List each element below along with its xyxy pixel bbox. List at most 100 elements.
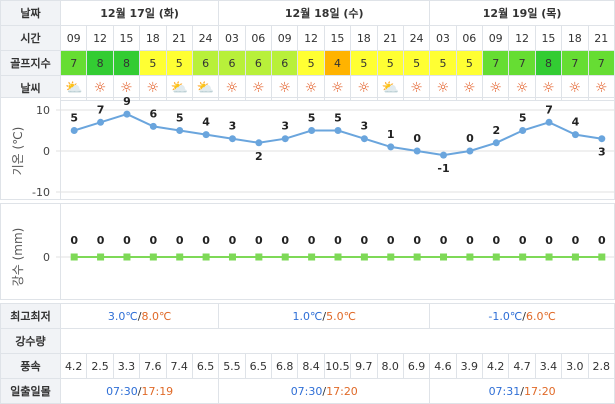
sunset-time: 17:20 (523, 384, 556, 398)
precipitation-point (466, 253, 474, 261)
sun-day-2: 07:30/17:20 (218, 378, 431, 404)
temperature-data-label: 4 (202, 116, 210, 129)
sun-icon: ☼ (357, 80, 371, 96)
wind-cell: 7.6 (139, 353, 167, 379)
precipitation-data-label: 0 (572, 234, 580, 247)
wind-cell: 8.4 (297, 353, 325, 379)
weather-cell: ☼ (297, 75, 325, 101)
weather-cell: ☼ (561, 75, 589, 101)
precipitation-point (334, 253, 342, 261)
min-temp: 3.0℃ (107, 309, 138, 323)
precipitation-data-label: 0 (466, 234, 474, 247)
precipitation-data-label: 0 (255, 234, 263, 247)
minmax-label: 최고최저 (0, 303, 61, 329)
sun-label: 일출일몰 (0, 378, 61, 404)
precipitation-data-label: 0 (70, 234, 78, 247)
date-day-1: 12월 17일 (화) (59, 0, 220, 26)
time-cell: 18 (139, 25, 167, 51)
temperature-point (308, 127, 316, 134)
weather-cell: ☼ (350, 75, 378, 101)
time-cell: 18 (350, 25, 378, 51)
min-temp: 1.0℃ (292, 309, 323, 323)
temperature-data-label: 9 (123, 97, 131, 108)
sunrise-time: 07:31 (488, 384, 521, 398)
weather-label: 날씨 (0, 75, 61, 101)
time-cell: 12 (86, 25, 114, 51)
sunset-time: 17:19 (141, 384, 174, 398)
golf-index-cell: 8 (86, 50, 114, 76)
sun-icon: ☼ (568, 80, 582, 96)
golf-index-cell: 6 (270, 50, 299, 76)
time-cell: 24 (191, 25, 220, 51)
wind-cell: 4.7 (508, 353, 536, 379)
temperature-data-label: 3 (598, 146, 606, 159)
precipitation-point (387, 253, 395, 261)
weather-cell: ☼ (244, 75, 273, 101)
sun-row: 일출일몰 07:30/17:19 07:30/17:20 07:31/17:20 (0, 378, 615, 404)
wind-cell: 3.9 (455, 353, 484, 379)
temperature-data-label: 5 (334, 112, 342, 125)
temperature-point (387, 143, 395, 151)
precipitation-data-label: 0 (97, 234, 105, 247)
sun-icon: ☼ (146, 80, 160, 96)
temperature-data-label: 3 (229, 120, 237, 133)
precipitation-data-label: 0 (281, 234, 289, 247)
golf-index-cell: 6 (218, 50, 246, 76)
temperature-point (334, 127, 342, 134)
precipitation-point (281, 253, 289, 261)
precipitation-point (598, 253, 606, 261)
weather-row: 날씨 ⛅ ☼ ☼ ☼ ⛅ ⛅ ☼ ☼ ☼ ☼ ☼ ☼ ⛅ ☼ ☼ ☼ ☼ ☼ ☼ ☼ ☼ (0, 75, 615, 101)
time-cell: 09 (481, 25, 510, 51)
minmax-day-2: 1.0℃/5.0℃ (218, 303, 431, 329)
temperature-point (440, 151, 448, 159)
sun-icon: ☼ (120, 80, 133, 96)
temperature-point (97, 118, 105, 126)
sun-icon: ☼ (594, 80, 608, 96)
wind-cell: 4.2 (59, 353, 88, 379)
wind-cell: 9.7 (350, 353, 378, 379)
precipitation-data-label: 0 (387, 234, 395, 247)
precipitation-point (360, 253, 368, 261)
time-label: 시간 (0, 25, 61, 51)
golf-index-cell: 5 (139, 50, 167, 76)
golf-index-label: 골프지수 (0, 50, 61, 76)
temperature-data-label: 1 (387, 128, 395, 141)
y-tick-label: -10 (32, 186, 50, 199)
precipitation-point (228, 253, 236, 261)
date-day-3: 12월 19일 (목) (429, 0, 615, 26)
wind-cell: 8.0 (376, 353, 404, 379)
temperature-data-label: 6 (150, 107, 158, 120)
temperature-data-label: 7 (97, 103, 105, 116)
y-tick-label: 10 (36, 104, 50, 117)
weather-cell: ☼ (508, 75, 536, 101)
wind-cell: 5.5 (218, 353, 246, 379)
wind-cell: 3.3 (112, 353, 141, 379)
precipitation-data-label: 0 (229, 234, 237, 247)
temperature-axis-frame (0, 97, 61, 200)
wind-cell: 6.5 (244, 353, 273, 379)
sun-icon: ☼ (252, 80, 265, 96)
temperature-data-label: 3 (281, 120, 289, 133)
precipitation-point (149, 253, 157, 261)
max-temp: 6.0℃ (525, 309, 556, 323)
wind-cell: 10.5 (323, 353, 352, 379)
time-cell: 06 (455, 25, 484, 51)
precipitation-data-label: 0 (202, 234, 210, 247)
precipitation-point (123, 253, 131, 261)
temperature-data-label: 5 (70, 112, 78, 125)
time-row: 시간 09 12 15 18 21 24 03 06 09 12 15 18 21 24 03 06 09 12 1… (0, 25, 615, 51)
golf-index-cell: 7 (561, 50, 589, 76)
time-cell: 06 (244, 25, 273, 51)
sun-icon: ☼ (463, 80, 476, 96)
precipitation-point (97, 253, 105, 261)
temperature-point (123, 110, 131, 118)
sunrise-time: 07:30 (106, 384, 138, 398)
date-row: 날짜 12월 17일 (화) 12월 18일 (수) 12월 19일 (목) (0, 0, 615, 26)
min-temp: -1.0℃ (488, 309, 523, 323)
golf-index-cell: 4 (323, 50, 352, 76)
wind-cell: 3.4 (534, 353, 563, 379)
sun-icon: ☼ (489, 80, 502, 96)
time-cell: 12 (297, 25, 325, 51)
precipitation-point (545, 253, 553, 261)
precipitation-data-label: 0 (308, 234, 316, 247)
